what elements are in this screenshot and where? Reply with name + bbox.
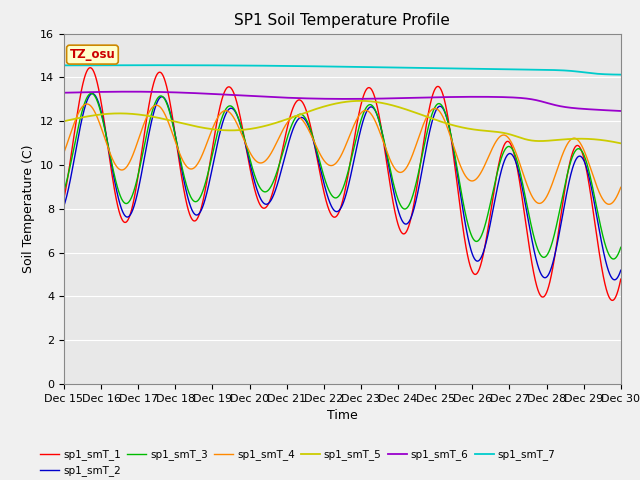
sp1_smT_1 xyxy=(490,187,498,193)
sp1_smT_1 xyxy=(127,209,135,215)
sp1_smT_7 xyxy=(127,62,135,68)
sp1_smT_6 xyxy=(490,94,498,100)
sp1_smT_6 xyxy=(126,89,134,95)
Line: sp1_smT_4: sp1_smT_4 xyxy=(64,104,621,204)
sp1_smT_3 xyxy=(127,195,135,201)
sp1_smT_4 xyxy=(127,156,135,162)
sp1_smT_2 xyxy=(611,277,618,283)
Title: SP1 Soil Temperature Profile: SP1 Soil Temperature Profile xyxy=(234,13,451,28)
sp1_smT_1 xyxy=(609,298,616,303)
sp1_smT_7 xyxy=(146,62,154,68)
sp1_smT_3 xyxy=(609,256,617,262)
sp1_smT_2 xyxy=(60,203,68,208)
sp1_smT_3 xyxy=(234,112,241,118)
sp1_smT_7 xyxy=(126,62,134,68)
sp1_smT_2 xyxy=(617,267,625,273)
sp1_smT_6 xyxy=(617,108,625,114)
sp1_smT_3 xyxy=(445,122,452,128)
Line: sp1_smT_2: sp1_smT_2 xyxy=(64,94,621,280)
sp1_smT_2 xyxy=(445,123,452,129)
sp1_smT_4 xyxy=(95,120,103,125)
sp1_smT_2 xyxy=(490,201,498,207)
sp1_smT_5 xyxy=(356,98,364,104)
sp1_smT_4 xyxy=(127,158,134,164)
sp1_smT_4 xyxy=(605,202,613,207)
sp1_smT_1 xyxy=(617,276,625,282)
Line: sp1_smT_7: sp1_smT_7 xyxy=(64,65,621,74)
sp1_smT_3 xyxy=(617,244,625,250)
sp1_smT_5 xyxy=(95,112,103,118)
sp1_smT_6 xyxy=(127,89,134,95)
sp1_smT_5 xyxy=(445,121,452,127)
sp1_smT_4 xyxy=(60,149,68,155)
sp1_smT_1 xyxy=(127,211,134,217)
sp1_smT_6 xyxy=(95,89,103,95)
sp1_smT_7 xyxy=(95,62,103,68)
sp1_smT_6 xyxy=(127,89,135,95)
sp1_smT_5 xyxy=(126,111,134,117)
sp1_smT_4 xyxy=(617,184,625,190)
sp1_smT_1 xyxy=(234,101,241,107)
sp1_smT_3 xyxy=(490,183,498,189)
Y-axis label: Soil Temperature (C): Soil Temperature (C) xyxy=(22,144,35,273)
sp1_smT_7 xyxy=(445,66,452,72)
Legend: sp1_smT_1, sp1_smT_2, sp1_smT_3, sp1_smT_4, sp1_smT_5, sp1_smT_6, sp1_smT_7: sp1_smT_1, sp1_smT_2, sp1_smT_3, sp1_smT… xyxy=(36,445,559,480)
sp1_smT_7 xyxy=(234,62,241,68)
sp1_smT_2 xyxy=(234,113,241,119)
X-axis label: Time: Time xyxy=(327,409,358,422)
sp1_smT_5 xyxy=(233,127,241,133)
sp1_smT_6 xyxy=(60,90,68,96)
sp1_smT_5 xyxy=(490,129,498,134)
Line: sp1_smT_3: sp1_smT_3 xyxy=(64,94,621,259)
sp1_smT_4 xyxy=(490,142,498,148)
sp1_smT_2 xyxy=(127,212,134,217)
sp1_smT_6 xyxy=(234,92,241,98)
sp1_smT_5 xyxy=(60,118,68,124)
Text: TZ_osu: TZ_osu xyxy=(70,48,115,61)
sp1_smT_2 xyxy=(127,211,135,216)
sp1_smT_1 xyxy=(445,120,452,126)
sp1_smT_1 xyxy=(60,195,68,201)
sp1_smT_5 xyxy=(617,141,625,146)
sp1_smT_4 xyxy=(445,129,452,134)
sp1_smT_1 xyxy=(86,65,94,71)
sp1_smT_4 xyxy=(234,121,241,127)
sp1_smT_7 xyxy=(617,72,625,77)
sp1_smT_2 xyxy=(88,91,96,96)
sp1_smT_3 xyxy=(88,91,95,96)
sp1_smT_1 xyxy=(95,89,103,95)
Line: sp1_smT_6: sp1_smT_6 xyxy=(64,92,621,111)
sp1_smT_2 xyxy=(95,102,103,108)
sp1_smT_4 xyxy=(83,101,91,107)
sp1_smT_7 xyxy=(490,66,498,72)
sp1_smT_3 xyxy=(127,197,134,203)
sp1_smT_3 xyxy=(60,188,68,193)
sp1_smT_7 xyxy=(60,62,68,68)
sp1_smT_6 xyxy=(445,94,452,100)
sp1_smT_5 xyxy=(127,111,135,117)
Line: sp1_smT_5: sp1_smT_5 xyxy=(64,101,621,144)
Line: sp1_smT_1: sp1_smT_1 xyxy=(64,68,621,300)
sp1_smT_3 xyxy=(95,104,103,110)
